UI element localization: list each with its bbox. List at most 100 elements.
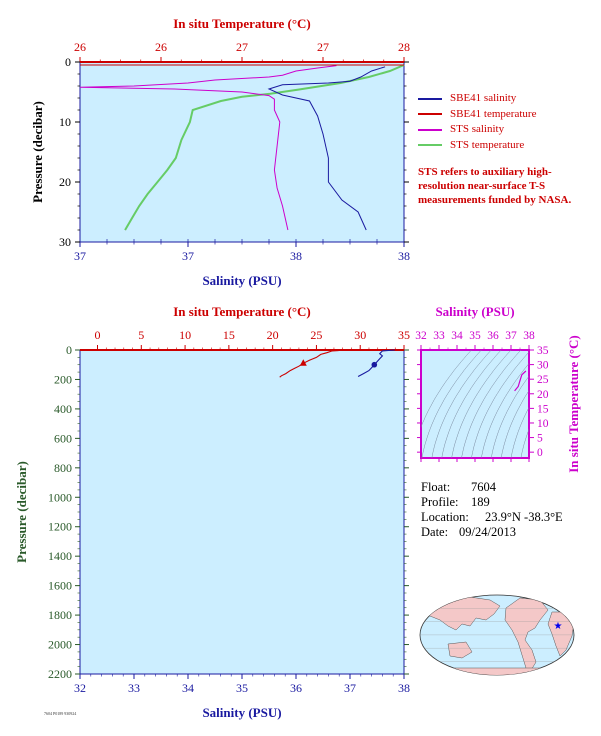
ts-top-tick-label: 38: [523, 330, 535, 342]
ts-series: [514, 370, 527, 392]
bottom-tick-label: 38: [398, 681, 410, 695]
y-tick-label: 200: [54, 372, 72, 386]
ts-right-axis-label: In situ Temperature (°C): [566, 335, 581, 473]
series-line-sbe41-temperature: [279, 349, 342, 378]
bottom-tick-label: 33: [128, 681, 140, 695]
near-surface-ticks: [75, 57, 409, 247]
full-profile-plot-area: [79, 349, 405, 675]
top-tick-label: 30: [354, 328, 366, 342]
ts-right-tick-label: 35: [537, 345, 549, 357]
info-float-label: Float:: [421, 480, 451, 494]
y-tick-label: 1600: [48, 579, 72, 593]
ts-right-tick-label: 10: [537, 418, 549, 430]
density-contour: [481, 363, 529, 458]
location-map: ★: [419, 594, 575, 676]
near-surface-plot-area: [79, 61, 405, 243]
bottom-tick-label: 38: [398, 249, 410, 263]
top-tick-label: 27: [236, 40, 248, 54]
top-tick-label: 26: [155, 40, 167, 54]
ts-tick-labels: 32 33 34 35 36 37 38 0 5 10 15 20 25 30 35: [415, 330, 549, 462]
ts-right-tick-label: 0: [537, 447, 543, 459]
info-profile-value: 189: [471, 495, 490, 509]
legend-swatch: [418, 97, 442, 100]
legend-label: STS temperature: [450, 138, 525, 151]
ts-right-tick-label: 15: [537, 403, 549, 415]
bottom-tick-label: 37: [344, 681, 356, 695]
top-tick-label: 20: [267, 328, 279, 342]
info-profile: Profile: 189: [421, 495, 563, 510]
series-line-sbe41-salinity: [267, 66, 386, 231]
y-tick-label: 0: [66, 343, 72, 357]
density-contour: [490, 375, 529, 458]
top-tick-label: 35: [398, 328, 410, 342]
ts-density-contours: [421, 350, 529, 458]
ts-top-tick-label: 35: [469, 330, 481, 342]
legend-item: SBE41 salinity: [418, 91, 536, 107]
legend-item: STS salinity: [418, 122, 536, 138]
full-profile-top-axis-label: In situ Temperature (°C): [173, 304, 311, 319]
bottom-tick-label: 38: [290, 249, 302, 263]
density-contour: [510, 406, 529, 458]
info-location-label: Location:: [421, 510, 469, 524]
series-line-sts-salinity: [79, 65, 337, 231]
legend-label: SBE41 salinity: [450, 92, 517, 104]
density-contour: [500, 390, 529, 458]
info-float-value: 7604: [471, 480, 496, 494]
y-tick-label: 800: [54, 461, 72, 475]
full-profile-bottom-axis-label: Salinity (PSU): [202, 705, 281, 720]
legend-swatch: [418, 113, 442, 116]
series-line-sbe41-salinity: [357, 349, 395, 377]
info-float: Float: 7604: [421, 480, 563, 495]
y-tick-label: 1400: [48, 549, 72, 563]
near-surface-series: [79, 64, 405, 231]
near-surface-chart: 26 26 27 27 28 37 37 38 38 0 10 20 30 In situ Temper…: [30, 16, 410, 288]
top-tick-label: 5: [138, 328, 144, 342]
density-contour: [421, 350, 482, 458]
y-tick-label: 20: [59, 175, 71, 189]
info-date-label: Date:: [421, 525, 449, 539]
y-tick-label: 400: [54, 402, 72, 416]
top-tick-label: 27: [317, 40, 329, 54]
bottom-tick-label: 37: [74, 249, 86, 263]
full-profile-tick-labels: 0 5 10 15 20 25 30 35 32 33 34 35 36 37 38 0 200 400 600 80…: [48, 328, 410, 695]
density-contour: [441, 350, 502, 458]
ts-top-tick-label: 36: [487, 330, 499, 342]
legend-label: STS salinity: [450, 123, 505, 135]
series-marker: [371, 361, 378, 368]
legend-item: STS temperature: [418, 138, 536, 154]
bottom-tick-label: 32: [74, 681, 86, 695]
info-date-value: 09/24/2013: [459, 525, 516, 539]
full-profile-ticks: [75, 345, 409, 679]
full-profile-series: [279, 349, 395, 378]
ts-diagram: 32 33 34 35 36 37 38 0 5 10 15 20 25 30 35 Salinity (P…: [415, 304, 581, 473]
y-tick-label: 1800: [48, 608, 72, 622]
ts-top-tick-label: 33: [433, 330, 445, 342]
y-tick-label: 1200: [48, 520, 72, 534]
float-info: Float: 7604 Profile: 189 Location: 23.9°N -…: [421, 480, 563, 540]
ts-right-tick-label: 25: [537, 374, 549, 386]
y-tick-label: 2000: [48, 638, 72, 652]
sts-note: STS refers to auxiliary high-resolution …: [418, 166, 572, 206]
density-contour: [520, 428, 529, 458]
info-location-value: 23.9°N -38.3°E: [485, 510, 563, 524]
ts-series-line: [514, 370, 527, 392]
y-tick-label: 2200: [48, 667, 72, 681]
legend: SBE41 salinity SBE41 temperature STS sal…: [418, 91, 536, 153]
bottom-tick-label: 34: [182, 681, 194, 695]
top-tick-label: 15: [223, 328, 235, 342]
legend-item: SBE41 temperature: [418, 107, 536, 123]
y-tick-label: 600: [54, 431, 72, 445]
info-date: Date: 09/24/2013: [421, 525, 563, 540]
density-contour: [461, 350, 522, 458]
top-tick-label: 28: [398, 40, 410, 54]
ts-plot-area: [420, 349, 530, 459]
bottom-tick-label: 35: [236, 681, 248, 695]
full-profile-ylabel: Pressure (decibar): [14, 461, 29, 563]
near-surface-top-axis-label: In situ Temperature (°C): [173, 16, 311, 31]
map-europe: [555, 595, 574, 611]
footer-id: 7604 P0189 930924: [44, 711, 77, 716]
map-australia: [447, 641, 473, 659]
top-tick-label: 10: [179, 328, 191, 342]
bottom-tick-label: 37: [182, 249, 194, 263]
legend-swatch: [418, 128, 442, 131]
